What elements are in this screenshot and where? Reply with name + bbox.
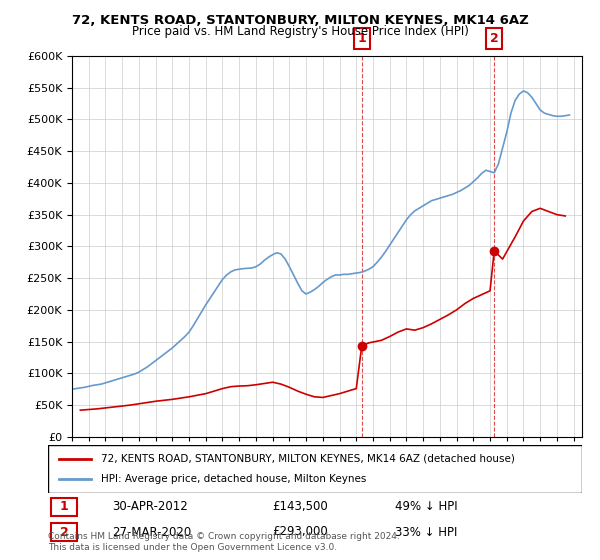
Text: 30-APR-2012: 30-APR-2012 — [112, 500, 188, 514]
Text: 2: 2 — [490, 32, 499, 45]
Text: £143,500: £143,500 — [272, 500, 328, 514]
Text: 72, KENTS ROAD, STANTONBURY, MILTON KEYNES, MK14 6AZ (detached house): 72, KENTS ROAD, STANTONBURY, MILTON KEYN… — [101, 454, 515, 464]
Text: 49% ↓ HPI: 49% ↓ HPI — [395, 500, 458, 514]
FancyBboxPatch shape — [50, 523, 77, 541]
FancyBboxPatch shape — [50, 498, 77, 516]
Text: 72, KENTS ROAD, STANTONBURY, MILTON KEYNES, MK14 6AZ: 72, KENTS ROAD, STANTONBURY, MILTON KEYN… — [71, 14, 529, 27]
Text: 33% ↓ HPI: 33% ↓ HPI — [395, 525, 457, 539]
Text: Contains HM Land Registry data © Crown copyright and database right 2024.
This d: Contains HM Land Registry data © Crown c… — [48, 532, 400, 552]
Text: Price paid vs. HM Land Registry's House Price Index (HPI): Price paid vs. HM Land Registry's House … — [131, 25, 469, 38]
Text: £293,000: £293,000 — [272, 525, 328, 539]
Text: 1: 1 — [59, 500, 68, 514]
Text: 2: 2 — [59, 525, 68, 539]
Text: HPI: Average price, detached house, Milton Keynes: HPI: Average price, detached house, Milt… — [101, 474, 367, 484]
Text: 1: 1 — [358, 32, 366, 45]
FancyBboxPatch shape — [48, 445, 582, 493]
Text: 27-MAR-2020: 27-MAR-2020 — [112, 525, 191, 539]
